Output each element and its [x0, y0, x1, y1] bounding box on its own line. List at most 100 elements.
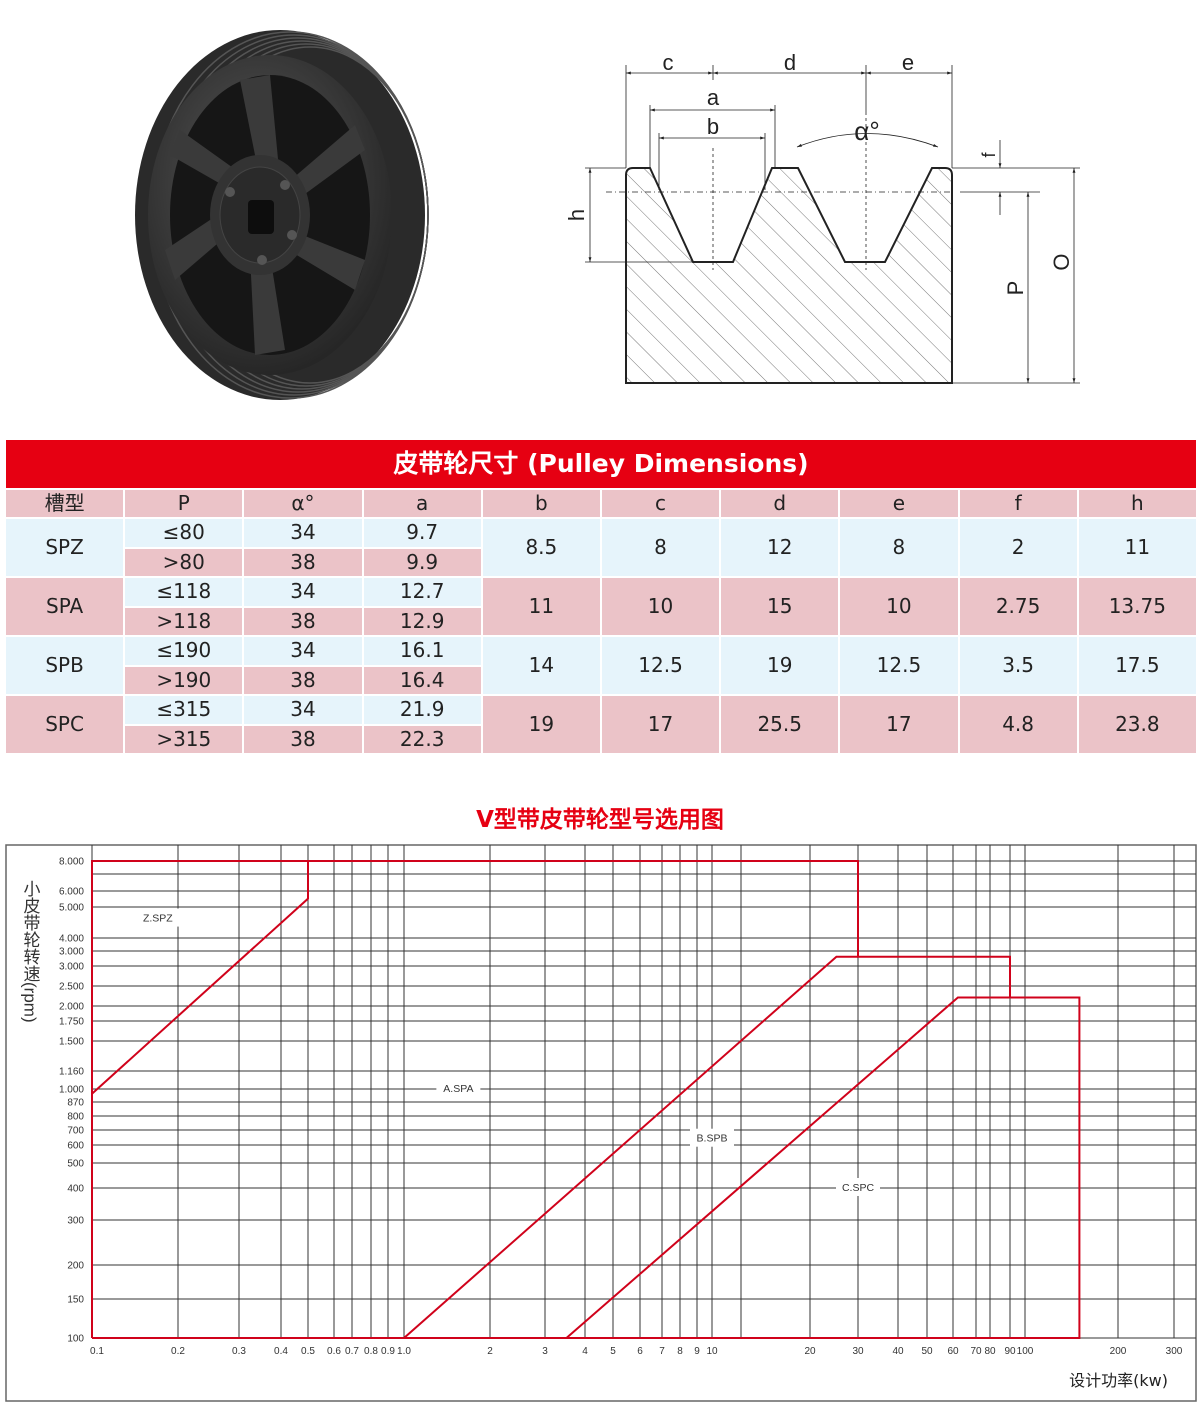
y-tick-label: 870	[67, 1098, 84, 1109]
y-tick-label: 500	[67, 1159, 84, 1170]
x-tick-label: 40	[892, 1346, 904, 1357]
y-tick-label: 3.000	[59, 962, 84, 973]
region-label: C.SPC	[842, 1182, 875, 1194]
y-tick-label: 2.000	[59, 1002, 84, 1013]
c-cell: 17	[601, 696, 720, 753]
region-label-bg	[436, 1079, 481, 1097]
x-tick-label: 0.2	[171, 1346, 185, 1357]
x-tick-label: 60	[947, 1346, 959, 1357]
column-header: 槽型	[6, 490, 124, 517]
alpha-cell: 34	[244, 696, 362, 724]
y-tick-label: 3.000	[59, 947, 84, 958]
series-line-z-spz	[91, 861, 309, 1095]
alpha-cell: 38	[244, 607, 362, 635]
alpha-cell: 34	[244, 578, 362, 606]
x-tick-label: 8	[677, 1346, 683, 1357]
pulley-photo	[120, 20, 440, 410]
x-tick-label: 300	[1166, 1346, 1183, 1357]
a-cell: 9.9	[363, 548, 481, 576]
y-axis-label: 小皮带轮转速(rpm)	[21, 880, 41, 1023]
x-tick-label: 9	[694, 1346, 700, 1357]
e-cell: 8	[840, 519, 958, 576]
y-tick-label: 150	[67, 1295, 84, 1306]
b-cell: 11	[482, 578, 600, 635]
x-tick-label: 70	[970, 1346, 982, 1357]
e-cell: 17	[840, 696, 958, 753]
x-tick-label: 10	[706, 1346, 718, 1357]
x-tick-label: 30	[852, 1346, 864, 1357]
column-header: h	[1078, 490, 1196, 517]
h-cell: 17.5	[1078, 637, 1196, 694]
f-cell: 3.5	[959, 637, 1077, 694]
x-tick-label: 0.4	[274, 1346, 288, 1357]
x-tick-label: 90	[1004, 1346, 1016, 1357]
column-header: b	[482, 490, 600, 517]
series-line-outline	[91, 860, 1081, 1339]
x-tick-label: 0.3	[232, 1346, 246, 1357]
a-cell: 12.9	[363, 607, 481, 635]
y-tick-label: 1.750	[59, 1017, 84, 1028]
x-tick-label: 20	[804, 1346, 816, 1357]
y-tick-label: 1.160	[59, 1067, 84, 1078]
b-cell: 14	[482, 637, 600, 694]
dim-e-label: e	[902, 50, 914, 75]
y-tick-label: 600	[67, 1141, 84, 1152]
d-cell: 25.5	[721, 696, 839, 753]
x-tick-label: 0.1	[90, 1346, 104, 1357]
a-cell: 21.9	[363, 696, 481, 724]
column-header: e	[840, 490, 958, 517]
c-cell: 10	[601, 578, 720, 635]
e-cell: 12.5	[840, 637, 958, 694]
groove-type-cell: SPZ	[6, 519, 124, 576]
d-cell: 19	[721, 637, 839, 694]
a-cell: 9.7	[363, 519, 481, 547]
table-row: >118 38 12.9	[6, 607, 1196, 635]
f-cell: 2.75	[959, 578, 1077, 635]
p-cell: ≤118	[125, 578, 243, 606]
h-cell: 13.75	[1078, 578, 1196, 635]
chart-frame	[5, 844, 1197, 1402]
a-cell: 22.3	[363, 725, 481, 753]
b-cell: 8.5	[482, 519, 600, 576]
x-tick-label: 4	[582, 1346, 588, 1357]
table-row: >315 38 22.3	[6, 725, 1196, 753]
table-row: SPA ≤118 34 12.7 11 10 15 10 2.75 13.75	[6, 578, 1196, 635]
f-cell: 4.8	[959, 696, 1077, 753]
dim-h-label: h	[564, 209, 589, 221]
v-belt-selection-chart: 0.1 0.2 0.3 0.4 0.5 0.6 0.7 0.8 0.9 1.0 2 3 4 5 6 7 8 9 10…	[0, 840, 1200, 1406]
x-tick-label: 80	[984, 1346, 996, 1357]
column-header: d	[721, 490, 839, 517]
x-tick-label: 0.6	[327, 1346, 341, 1357]
alpha-cell: 34	[244, 637, 362, 665]
y-tick-label: 800	[67, 1112, 84, 1123]
column-header: c	[601, 490, 720, 517]
h-cell: 23.8	[1078, 696, 1196, 753]
p-cell: >80	[125, 548, 243, 576]
table-row: SPZ ≤80 34 9.7 8.5 8 12 8 2 11	[6, 519, 1196, 576]
y-tick-label: 300	[67, 1216, 84, 1227]
table-row: >80 38 9.9	[6, 548, 1196, 576]
y-tick-label: 2.500	[59, 982, 84, 993]
dim-o-label: O	[1049, 253, 1074, 270]
groove-dimension-diagram: c d e a b α° h f P O	[560, 40, 1100, 400]
pulley-section	[625, 167, 953, 384]
dim-alpha-label: α°	[854, 116, 879, 146]
x-tick-label: 50	[921, 1346, 933, 1357]
p-cell: >190	[125, 666, 243, 694]
dim-d-label: d	[784, 50, 796, 75]
x-tick-label: 0.5	[301, 1346, 315, 1357]
y-tick-label: 8.000	[59, 857, 84, 868]
dim-a-label: a	[707, 85, 720, 110]
x-tick-label: 7	[659, 1346, 665, 1357]
alpha-cell: 38	[244, 666, 362, 694]
d-cell: 15	[721, 578, 839, 635]
y-tick-label: 100	[67, 1334, 84, 1345]
y-tick-label: 700	[67, 1126, 84, 1137]
y-tick-label: 1.500	[59, 1037, 84, 1048]
y-tick-label: 4.000	[59, 934, 84, 945]
table-title: 皮带轮尺寸 (Pulley Dimensions)	[6, 440, 1196, 488]
f-cell: 2	[959, 519, 1077, 576]
